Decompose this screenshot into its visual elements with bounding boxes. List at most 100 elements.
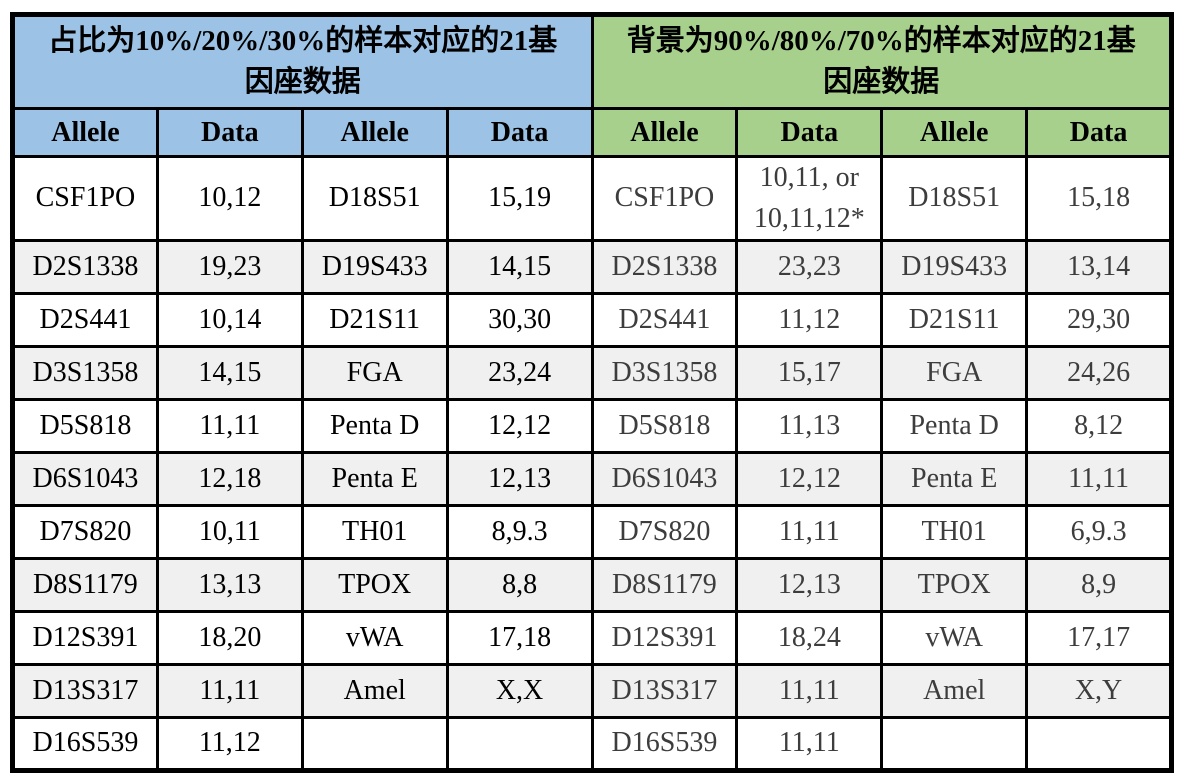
allele-cell bbox=[300, 716, 449, 773]
table-row: D2S1338 19,23 D19S433 14,15 D2S1338 23,2… bbox=[11, 239, 1173, 296]
allele-cell: D2S441 bbox=[590, 292, 739, 349]
data-cell: 10,14 bbox=[155, 292, 304, 349]
data-cell: 11,11 bbox=[735, 716, 884, 773]
data-cell: 15,18 bbox=[1025, 154, 1173, 243]
data-cell bbox=[1025, 716, 1173, 773]
allele-cell: CSF1PO bbox=[590, 154, 739, 243]
genotype-table: 占比为10%/20%/30%的样本对应的21基 因座数据 背景为90%/80%/… bbox=[10, 12, 1174, 774]
data-cell: 15,17 bbox=[735, 345, 884, 402]
data-cell: 12,12 bbox=[735, 451, 884, 508]
data-cell: 23,24 bbox=[445, 345, 594, 402]
left-data-header-1: Data bbox=[155, 107, 304, 158]
allele-cell: D18S51 bbox=[300, 154, 449, 243]
data-cell: 11,13 bbox=[735, 398, 884, 455]
right-data-header-2: Data bbox=[1025, 107, 1173, 158]
data-cell: 17,17 bbox=[1025, 610, 1173, 667]
allele-cell: D13S317 bbox=[590, 663, 739, 720]
table-row: D6S1043 12,18 Penta E 12,13 D6S1043 12,1… bbox=[11, 451, 1173, 508]
table-row: D2S441 10,14 D21S11 30,30 D2S441 11,12 D… bbox=[11, 292, 1173, 349]
allele-cell: D12S391 bbox=[590, 610, 739, 667]
allele-cell: D7S820 bbox=[11, 504, 159, 561]
table-row: D12S391 18,20 vWA 17,18 D12S391 18,24 vW… bbox=[11, 610, 1173, 667]
allele-cell: D13S317 bbox=[11, 663, 159, 720]
allele-cell: D21S11 bbox=[880, 292, 1029, 349]
allele-cell: D19S433 bbox=[300, 239, 449, 296]
allele-cell: D3S1358 bbox=[11, 345, 159, 402]
data-cell: 15,19 bbox=[445, 154, 594, 243]
data-cell: 8,8 bbox=[445, 557, 594, 614]
data-cell: 11,11 bbox=[735, 504, 884, 561]
table-row: CSF1PO 10,12 D18S51 15,19 CSF1PO 10,11, … bbox=[11, 154, 1173, 243]
right-allele-header-2: Allele bbox=[880, 107, 1029, 158]
allele-cell: D2S1338 bbox=[11, 239, 159, 296]
data-cell: 12,13 bbox=[445, 451, 594, 508]
data-cell: 8,9 bbox=[1025, 557, 1173, 614]
left-data-header-2: Data bbox=[445, 107, 594, 158]
allele-cell: vWA bbox=[880, 610, 1029, 667]
table-row: D8S1179 13,13 TPOX 8,8 D8S1179 12,13 TPO… bbox=[11, 557, 1173, 614]
data-cell: 13,13 bbox=[155, 557, 304, 614]
table-row: D13S317 11,11 Amel X,X D13S317 11,11 Ame… bbox=[11, 663, 1173, 720]
allele-cell: D5S818 bbox=[11, 398, 159, 455]
right-data-header-1: Data bbox=[735, 107, 884, 158]
data-cell: X,X bbox=[445, 663, 594, 720]
allele-cell: D16S539 bbox=[590, 716, 739, 773]
data-cell: 18,20 bbox=[155, 610, 304, 667]
allele-cell: TPOX bbox=[300, 557, 449, 614]
allele-cell: D2S1338 bbox=[590, 239, 739, 296]
table-row: D3S1358 14,15 FGA 23,24 D3S1358 15,17 FG… bbox=[11, 345, 1173, 402]
data-cell: 18,24 bbox=[735, 610, 884, 667]
allele-cell: FGA bbox=[880, 345, 1029, 402]
data-cell: 12,12 bbox=[445, 398, 594, 455]
allele-cell: FGA bbox=[300, 345, 449, 402]
allele-cell: TH01 bbox=[300, 504, 449, 561]
data-cell: 10,12 bbox=[155, 154, 304, 243]
data-cell: 10,11, or 10,11,12* bbox=[735, 154, 884, 243]
allele-cell: D19S433 bbox=[880, 239, 1029, 296]
data-cell: 6,9.3 bbox=[1025, 504, 1173, 561]
table-row: D5S818 11,11 Penta D 12,12 D5S818 11,13 … bbox=[11, 398, 1173, 455]
table-row: D16S539 11,12 D16S539 11,11 bbox=[11, 716, 1173, 773]
allele-cell: Penta E bbox=[880, 451, 1029, 508]
data-cell: 8,12 bbox=[1025, 398, 1173, 455]
allele-cell bbox=[880, 716, 1029, 773]
data-cell: 11,12 bbox=[155, 716, 304, 773]
left-table-title: 占比为10%/20%/30%的样本对应的21基 因座数据 bbox=[11, 13, 594, 110]
allele-cell: D18S51 bbox=[880, 154, 1029, 243]
allele-cell: TH01 bbox=[880, 504, 1029, 561]
allele-cell: D5S818 bbox=[590, 398, 739, 455]
left-allele-header-2: Allele bbox=[300, 107, 449, 158]
data-cell: 12,13 bbox=[735, 557, 884, 614]
allele-cell: vWA bbox=[300, 610, 449, 667]
data-cell: 14,15 bbox=[155, 345, 304, 402]
left-allele-header-1: Allele bbox=[11, 107, 159, 158]
allele-cell: Amel bbox=[880, 663, 1029, 720]
title-row: 占比为10%/20%/30%的样本对应的21基 因座数据 背景为90%/80%/… bbox=[11, 13, 1173, 110]
data-cell: 19,23 bbox=[155, 239, 304, 296]
allele-cell: CSF1PO bbox=[11, 154, 159, 243]
data-cell: 14,15 bbox=[445, 239, 594, 296]
column-header-row: Allele Data Allele Data Allele Data Alle… bbox=[11, 107, 1173, 158]
table-row: D7S820 10,11 TH01 8,9.3 D7S820 11,11 TH0… bbox=[11, 504, 1173, 561]
allele-cell: D2S441 bbox=[11, 292, 159, 349]
allele-cell: TPOX bbox=[880, 557, 1029, 614]
right-allele-header-1: Allele bbox=[590, 107, 739, 158]
data-cell: 11,11 bbox=[155, 663, 304, 720]
allele-cell: D12S391 bbox=[11, 610, 159, 667]
allele-cell: Penta D bbox=[880, 398, 1029, 455]
allele-cell: D8S1179 bbox=[590, 557, 739, 614]
allele-cell: D7S820 bbox=[590, 504, 739, 561]
data-cell: 30,30 bbox=[445, 292, 594, 349]
data-cell: 11,12 bbox=[735, 292, 884, 349]
data-cell bbox=[445, 716, 594, 773]
data-cell: 8,9.3 bbox=[445, 504, 594, 561]
allele-cell: D6S1043 bbox=[590, 451, 739, 508]
allele-cell: D21S11 bbox=[300, 292, 449, 349]
allele-cell: D6S1043 bbox=[11, 451, 159, 508]
data-cell: 12,18 bbox=[155, 451, 304, 508]
data-cell: 24,26 bbox=[1025, 345, 1173, 402]
allele-cell: D3S1358 bbox=[590, 345, 739, 402]
right-table-title: 背景为90%/80%/70%的样本对应的21基 因座数据 bbox=[590, 13, 1173, 110]
data-cell: 11,11 bbox=[155, 398, 304, 455]
